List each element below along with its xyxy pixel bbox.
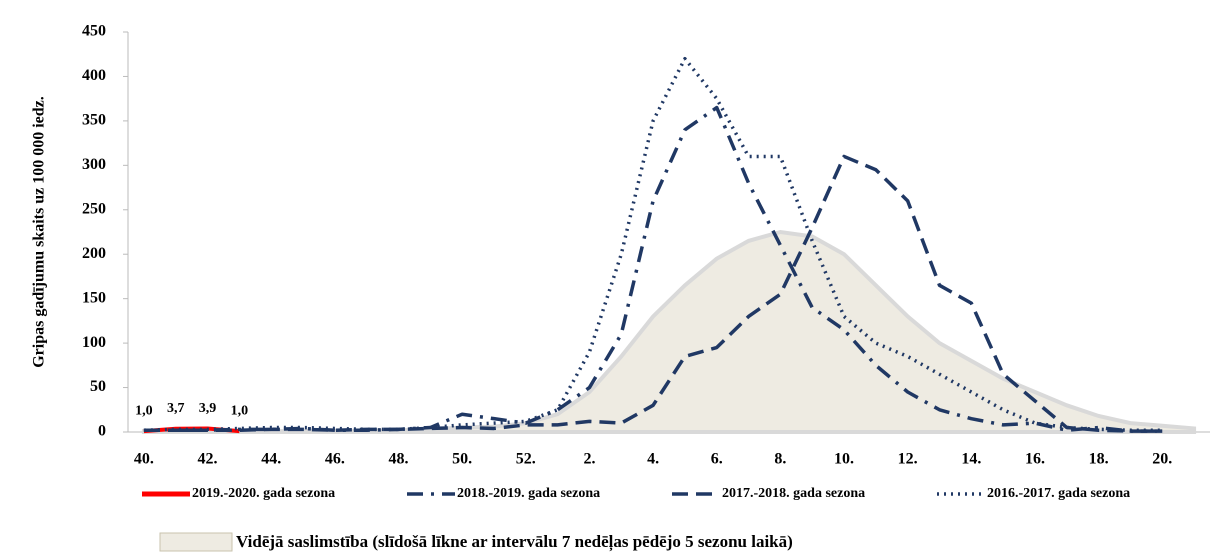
x-tick-label: 50.	[452, 451, 472, 468]
x-tick-label: 18.	[1089, 451, 1109, 468]
legend-label: 2016.-2017. gada sezona	[987, 486, 1130, 501]
x-tick-label: 48.	[389, 451, 409, 468]
y-tick-label: 400	[82, 67, 106, 84]
x-tick-label: 14.	[961, 451, 981, 468]
x-tick-label: 6.	[711, 451, 723, 468]
x-tick-label: 16.	[1025, 451, 1045, 468]
y-tick-label: 50	[90, 378, 106, 395]
y-tick-label: 300	[82, 156, 106, 173]
y-tick-label: 100	[82, 334, 106, 351]
area	[141, 229, 1197, 434]
x-tick-label: 20.	[1152, 451, 1172, 468]
x-tick-label: 10.	[834, 451, 854, 468]
x-tick-label: 46.	[325, 451, 345, 468]
x-tick-label: 42.	[198, 451, 218, 468]
y-tick-label: 450	[82, 23, 106, 40]
y-tick-label: 150	[82, 289, 106, 306]
line	[143, 105, 1163, 433]
legend-label: 2017.-2018. gada sezona	[722, 486, 865, 501]
x-tick-label: 12.	[898, 451, 918, 468]
y-tick-label: 350	[82, 112, 106, 129]
line	[143, 154, 1163, 433]
data-label: 1,0	[135, 403, 153, 418]
x-tick-label: 4.	[647, 451, 659, 468]
legend-swatch	[159, 532, 233, 552]
legend-label: Vidējā saslimstība (slīdošā līkne ar int…	[236, 532, 793, 552]
x-tick-label: 40.	[134, 451, 154, 468]
legend-label: 2019.-2020. gada sezona	[192, 486, 335, 501]
data-label: 1,0	[231, 403, 249, 418]
data-label: 3,7	[167, 401, 185, 416]
data-label: 3,9	[199, 401, 217, 416]
y-tick-label: 200	[82, 245, 106, 262]
line	[143, 56, 1163, 432]
y-axis-title: Gripas gadījumu skaits uz 100 000 iedz.	[31, 96, 48, 368]
legend-label: 2018.-2019. gada sezona	[457, 486, 600, 501]
x-tick-label: 2.	[583, 451, 595, 468]
x-tick-label: 44.	[261, 451, 281, 468]
x-tick-label: 8.	[774, 451, 786, 468]
y-tick-label: 0	[98, 423, 106, 440]
y-tick-label: 250	[82, 200, 106, 217]
x-tick-label: 52.	[516, 451, 536, 468]
